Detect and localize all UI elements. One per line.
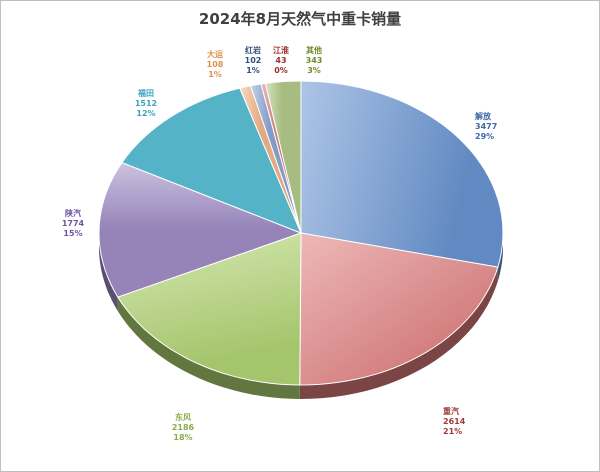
label-value-重汽: 2614 <box>443 417 466 426</box>
slice-东风 <box>117 232 302 386</box>
label-value-福田: 1512 <box>135 99 157 108</box>
pie-side-重汽 <box>299 267 498 399</box>
label-category-江淮: 江淮 <box>273 45 289 55</box>
label-percent-福田: 12% <box>136 109 155 118</box>
slice-福田 <box>121 87 302 234</box>
label-category-陕汽: 陕汽 <box>65 208 81 218</box>
label-value-陕汽: 1774 <box>62 219 85 228</box>
pie-side-陕汽 <box>99 233 118 312</box>
label-value-解放: 3477 <box>475 122 497 131</box>
label-percent-红岩: 1% <box>246 66 260 75</box>
label-percent-大运: 1% <box>208 70 222 79</box>
label-category-其他: 其他 <box>306 45 322 55</box>
label-category-福田: 福田 <box>137 88 154 98</box>
label-percent-江淮: 0% <box>274 66 288 75</box>
label-percent-解放: 29% <box>475 132 494 141</box>
slice-陕汽 <box>98 161 303 298</box>
label-value-其他: 343 <box>306 56 323 65</box>
label-percent-重汽: 21% <box>443 427 462 436</box>
label-category-东风: 东风 <box>175 412 191 422</box>
pie-slices <box>98 80 504 386</box>
label-percent-其他: 3% <box>307 66 321 75</box>
label-category-大运: 大运 <box>207 49 223 59</box>
label-value-红岩: 102 <box>245 56 262 65</box>
label-category-重汽: 重汽 <box>443 406 459 416</box>
label-category-解放: 解放 <box>475 111 492 121</box>
pie-side-东风 <box>117 297 300 399</box>
label-value-东风: 2186 <box>172 423 195 432</box>
slice-其他 <box>264 80 302 234</box>
label-percent-陕汽: 15% <box>63 229 82 238</box>
slice-解放 <box>300 80 504 268</box>
label-percent-东风: 18% <box>173 433 192 442</box>
slice-重汽 <box>299 232 499 386</box>
label-value-大运: 108 <box>207 60 224 69</box>
label-category-红岩: 红岩 <box>245 45 261 55</box>
chart-title: 2024年8月天然气中重卡销量 <box>198 10 402 28</box>
label-value-江淮: 43 <box>275 56 286 65</box>
